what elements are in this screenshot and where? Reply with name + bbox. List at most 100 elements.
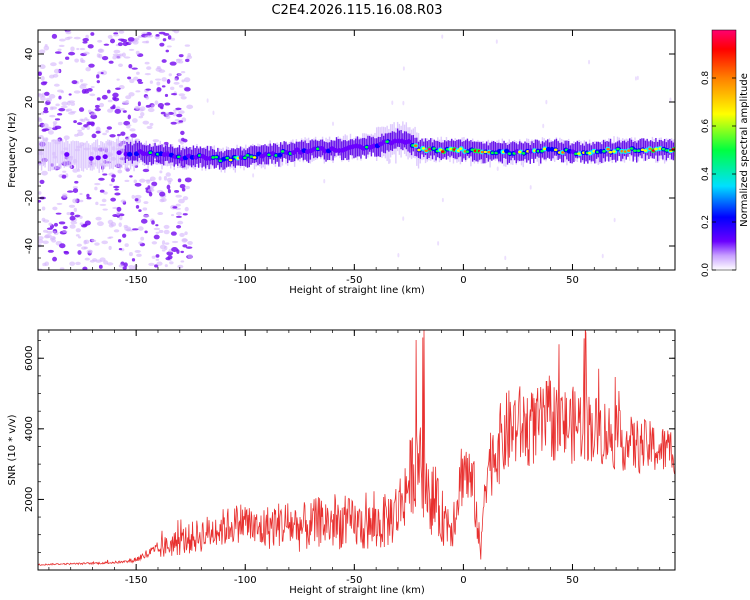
spectrogram-ridge-halo (53, 139, 55, 170)
spectrogram-noise-blob (155, 258, 160, 261)
spectrogram-noise-blob (143, 201, 149, 204)
spectrogram-noise-blob (174, 78, 178, 81)
spectrogram-noise-blob (121, 52, 126, 58)
spectrogram-noise-blob (112, 55, 117, 60)
snr-ylabel: SNR (10 * v/v) (7, 414, 18, 485)
spectrogram-ridge-band (597, 141, 600, 158)
spectrogram-noise-blob (107, 219, 114, 225)
spectrogram-noise-blob (151, 181, 158, 187)
spectrogram-noise-blob (45, 97, 53, 103)
spectrogram-noise-blob (116, 133, 121, 137)
spectrogram-noise-blob (178, 120, 184, 123)
spectrogram-noise-blob (118, 53, 124, 57)
spectrogram-noise-blob (173, 81, 180, 85)
spectrogram-noise-blob (127, 114, 132, 120)
spectrogram-noise-blob (180, 70, 186, 74)
spectrogram-noise-blob (75, 261, 81, 266)
spectrogram-noise-blob (41, 170, 48, 176)
spectrogram-noise-blob (90, 112, 96, 116)
spectrogram-noise-blob (114, 192, 121, 196)
spectrogram-ridge-band (466, 138, 469, 156)
spectrogram-noise-blob (122, 41, 129, 47)
spectrogram-noise-blob (83, 239, 87, 245)
spectrogram-noise-blob (144, 61, 150, 65)
spectrogram-noise-blob (90, 32, 95, 36)
spectrogram-noise-blob (94, 107, 101, 112)
spectrogram-noise-blob (178, 84, 184, 88)
spectrogram-noise-blob (66, 100, 71, 106)
spectrogram-noise-blob (174, 189, 180, 193)
spectrogram-noise-blob (131, 67, 138, 70)
spectrogram-noise-blob (176, 225, 182, 229)
spectrogram-ridge-core (95, 155, 101, 161)
spectrogram-noise-blob (106, 126, 113, 130)
spectrogram-noise-blob (85, 67, 91, 72)
spectrogram-noise-blob (185, 246, 193, 249)
spectrogram-noise-blob (81, 118, 86, 122)
spectrogram-noise-blob (44, 91, 50, 96)
spectrogram-noise-blob (113, 34, 119, 37)
spectrogram-ridge-peak (627, 149, 631, 152)
spectrogram-noise-blob (128, 92, 135, 97)
spectrogram-noise-blob (90, 114, 98, 120)
spectrogram-noise-blob (135, 90, 141, 93)
spectrogram-noise-blob (174, 119, 180, 122)
spectrogram-noise-blob (167, 255, 173, 260)
spectrogram-ridge-peak (214, 155, 219, 159)
spectrogram-noise-blob (112, 92, 119, 98)
spectrogram-ridge-band (646, 138, 648, 156)
spectrogram-noise-blob (76, 174, 82, 179)
spectrogram-noise-blob (84, 117, 88, 121)
spectrogram-noise-blob (47, 130, 54, 135)
spectrogram-noise-blob (73, 36, 81, 40)
spectrogram-ridge-peak (612, 150, 616, 153)
spectrogram-noise-blob (134, 198, 139, 202)
spectrogram-noise-blob (161, 77, 167, 82)
spectrogram-noise-blob (61, 101, 68, 106)
spectrogram-noise-blob (177, 264, 184, 269)
spectrogram-noise-blob (118, 38, 125, 41)
spectrogram-noise-blob (116, 206, 122, 212)
spectrogram-noise-blob (496, 166, 499, 171)
spectrogram-ridge-peak (633, 149, 637, 152)
spectrogram-noise-blob (133, 179, 138, 184)
spectrogram-noise-blob (69, 224, 76, 229)
spectrogram-noise-blob (42, 240, 49, 245)
spectrogram-noise-blob (165, 172, 171, 177)
spectrogram-noise-blob (83, 246, 88, 250)
spectrogram-noise-blob (148, 262, 155, 266)
spectrogram-noise-blob (150, 185, 155, 189)
spectrogram-ridge-halo (42, 137, 45, 167)
spectrogram-ridge-core (88, 156, 94, 161)
spectrogram-noise-blob (147, 188, 155, 192)
spectrogram-noise-blob (49, 114, 56, 118)
spectrogram-ridge-band (403, 131, 406, 148)
spectrogram-noise-blob (71, 80, 78, 85)
spectrogram-noise-blob (87, 44, 94, 49)
spectrogram-noise-blob (133, 76, 139, 81)
spectrogram-noise-blob (65, 56, 70, 60)
spectrogram-noise-blob (95, 126, 101, 132)
spectrogram-noise-blob (504, 255, 507, 261)
spectrogram-ridge-halo (56, 139, 58, 164)
spectrogram-noise-blob (40, 96, 46, 101)
spectrogram-ridge-halo (61, 139, 64, 164)
spectrogram-noise-blob (99, 102, 105, 108)
spectrogram-noise-blob (126, 228, 131, 232)
spectrogram-ridge-band (529, 144, 531, 164)
spectrogram-noise-blob (184, 44, 191, 47)
spectrogram-noise-blob (128, 267, 133, 270)
spectrogram-noise-blob (51, 106, 58, 110)
spectrogram-noise-blob (42, 262, 47, 267)
spectrogram-ytick-label: 0 (24, 147, 35, 153)
spectrogram-noise-blob (117, 239, 122, 243)
spectrogram-noise-blob (139, 178, 146, 183)
spectrogram-noise-blob (50, 62, 57, 67)
spectrogram-ridge-band (269, 143, 271, 160)
spectrogram-noise-blob (38, 239, 44, 244)
spectrogram-noise-blob (169, 61, 177, 66)
spectrogram-noise-blob (96, 97, 101, 101)
spectrogram-noise-blob (121, 100, 129, 105)
spectrogram-noise-blob (117, 121, 123, 126)
spectrogram-noise-blob (164, 93, 169, 97)
